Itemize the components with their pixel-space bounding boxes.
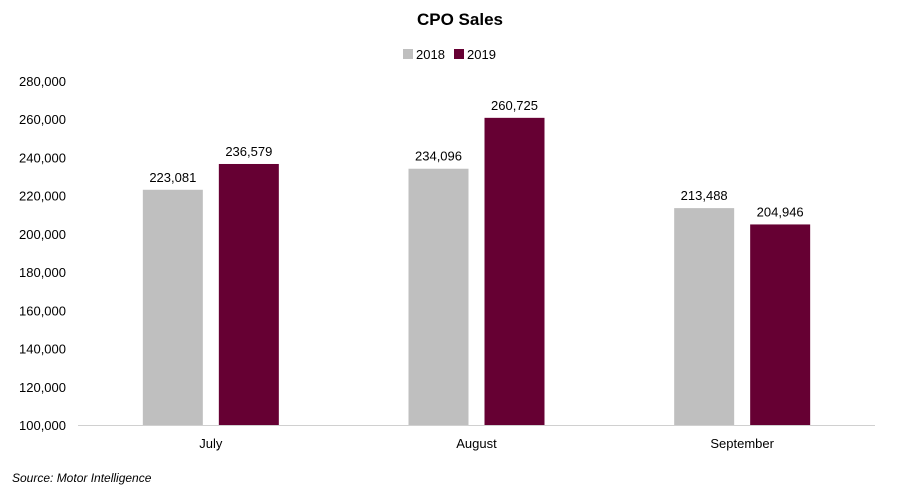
source-note: Source: Motor Intelligence [12,471,152,485]
y-tick-label: 200,000 [19,227,66,242]
bar-august-2019 [484,117,545,425]
legend-label-2018: 2018 [416,47,445,62]
data-label: 234,096 [415,149,462,164]
bar-july-2018 [142,189,203,425]
legend-label-2019: 2019 [467,47,496,62]
y-tick-label: 220,000 [19,189,66,204]
y-tick-label: 140,000 [19,342,66,357]
x-category-label: July [199,436,223,451]
bar-august-2018 [408,168,469,425]
legend-swatch-2019 [454,49,464,59]
y-tick-label: 280,000 [19,74,66,89]
y-tick-label: 120,000 [19,380,66,395]
chart-title: CPO Sales [417,10,503,29]
data-label: 223,081 [149,170,196,185]
y-tick-label: 260,000 [19,112,66,127]
y-tick-label: 240,000 [19,150,66,165]
bar-september-2018 [674,208,735,425]
bar-july-2019 [218,163,279,425]
legend-swatch-2018 [403,49,413,59]
y-tick-label: 100,000 [19,418,66,433]
data-label: 213,488 [681,188,728,203]
data-label: 260,725 [491,98,538,113]
x-category-label: August [456,436,497,451]
bar-september-2019 [750,224,811,425]
y-tick-label: 180,000 [19,265,66,280]
x-category-label: September [710,436,774,451]
y-tick-label: 160,000 [19,303,66,318]
data-label: 236,579 [225,144,272,159]
data-label: 204,946 [757,204,804,219]
